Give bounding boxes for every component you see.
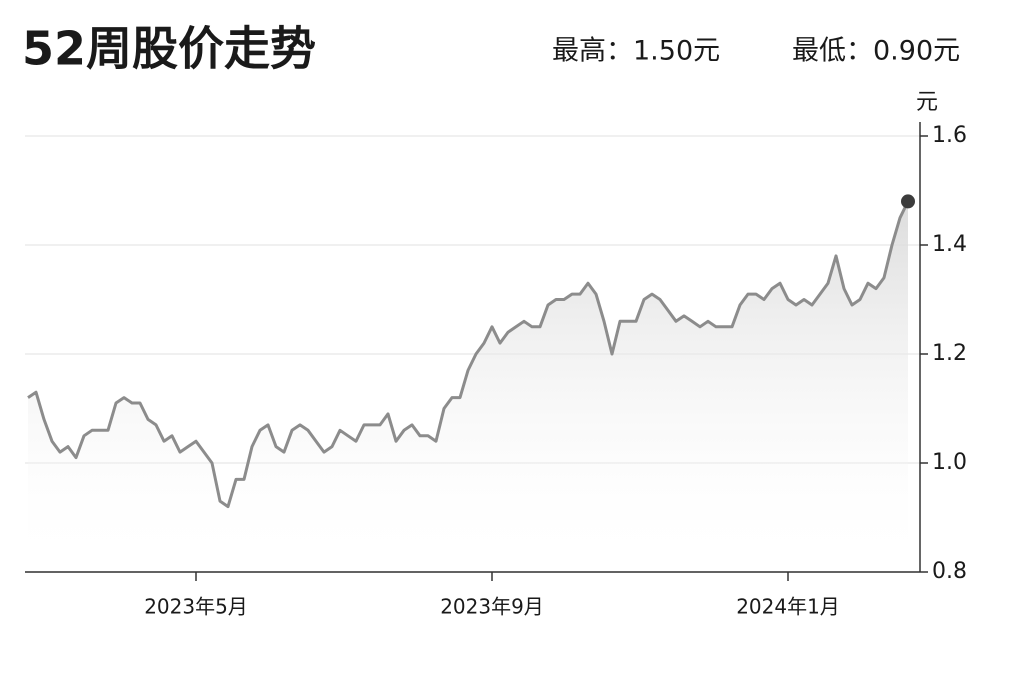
y-tick-label: 0.8 [932,559,967,584]
y-unit: 元 [916,90,938,115]
high-label: 最高：1.50元 [552,36,720,67]
x-tick-label: 2023年5月 [144,595,248,619]
x-tick-label: 2024年1月 [736,595,840,619]
last-point [901,194,915,209]
y-tick-label: 1.6 [932,123,967,148]
low-label: 最低：0.90元 [792,36,960,67]
area [28,201,908,572]
line [27,200,910,509]
y-tick-label: 1.4 [932,232,967,257]
y-tick-label: 1.2 [932,341,967,366]
chart-title: 52周股价走势 [22,22,316,76]
y-tick-label: 1.0 [932,450,967,475]
x-tick-label: 2023年9月 [440,595,544,619]
